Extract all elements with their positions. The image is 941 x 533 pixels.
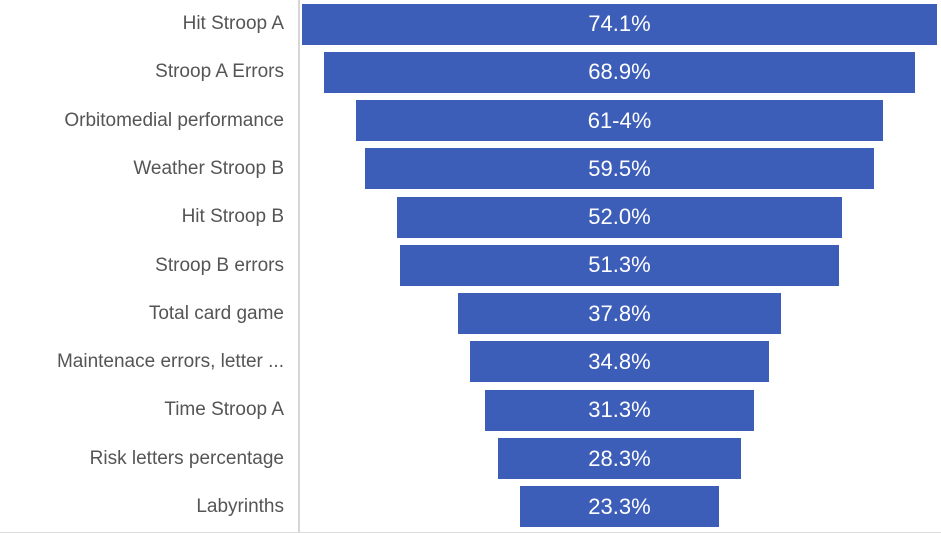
bar-value-label: 52.0% [588, 204, 651, 230]
funnel-row: Orbitomedial performance 61-4% [0, 97, 941, 145]
bar-value-label: 59.5% [588, 155, 651, 181]
category-label: Total card game [148, 302, 284, 324]
bar-value-label: 34.8% [588, 348, 651, 374]
category-label: Hit Stroop A [182, 13, 284, 35]
plot-area: 61-4% [298, 97, 941, 145]
funnel-bar: 31.3% [485, 389, 754, 431]
plot-area: 34.8% [298, 338, 941, 386]
plot-area: 28.3% [298, 434, 941, 482]
funnel-bar: 37.8% [457, 293, 782, 335]
category-label: Hit Stroop B [181, 206, 284, 228]
funnel-row: Stroop B errors 51.3% [0, 241, 941, 289]
plot-area: 59.5% [298, 145, 941, 193]
bar-value-label: 68.9% [588, 59, 651, 85]
funnel-bar: 28.3% [498, 438, 741, 480]
funnel-row: Total card game 37.8% [0, 290, 941, 338]
funnel-bar: 68.9% [324, 51, 915, 93]
funnel-row: Stroop A Errors 68.9% [0, 48, 941, 96]
funnel-bar: 34.8% [470, 341, 769, 383]
funnel-row: Hit Stroop B 52.0% [0, 193, 941, 241]
bar-value-label: 23.3% [588, 493, 651, 519]
funnel-row: Maintenace errors, letter ... 34.8% [0, 338, 941, 386]
funnel-bar: 52.0% [396, 196, 843, 238]
funnel-row: Labyrinths 23.3% [0, 483, 941, 531]
bar-value-label: 31.3% [588, 397, 651, 423]
category-label: Orbitomedial performance [64, 109, 284, 131]
funnel-row: Hit Stroop A 74.1% [0, 0, 941, 48]
funnel-row: Time Stroop A 31.3% [0, 386, 941, 434]
funnel-bar: 23.3% [519, 486, 720, 528]
category-label: Stroop B errors [155, 254, 284, 276]
category-label: Maintenace errors, letter ... [56, 351, 284, 373]
bar-value-label: 61-4% [587, 107, 652, 133]
bar-value-label: 37.8% [588, 300, 651, 326]
funnel-row: Risk letters percentage 28.3% [0, 434, 941, 482]
funnel-bar: 74.1% [302, 3, 937, 45]
plot-area: 74.1% [298, 0, 941, 48]
funnel-row: Weather Stroop B 59.5% [0, 145, 941, 193]
category-label: Labyrinths [196, 495, 284, 517]
plot-area: 52.0% [298, 193, 941, 241]
category-label: Stroop A Errors [155, 61, 284, 83]
plot-area: 23.3% [298, 483, 941, 531]
category-label: Weather Stroop B [133, 158, 284, 179]
plot-area: 37.8% [298, 290, 941, 338]
bar-value-label: 74.1% [588, 11, 651, 37]
funnel-bar: 61-4% [356, 100, 883, 142]
plot-area: 31.3% [298, 386, 941, 434]
funnel-bar: 51.3% [399, 244, 840, 286]
funnel-bar: 59.5% [364, 148, 875, 190]
bar-value-label: 28.3% [588, 445, 651, 471]
plot-area: 51.3% [298, 241, 941, 289]
bar-value-label: 51.3% [588, 252, 651, 278]
category-label: Time Stroop A [164, 399, 284, 421]
category-label: Risk letters percentage [89, 447, 284, 469]
y-axis-line [298, 0, 300, 533]
plot-area: 68.9% [298, 48, 941, 96]
